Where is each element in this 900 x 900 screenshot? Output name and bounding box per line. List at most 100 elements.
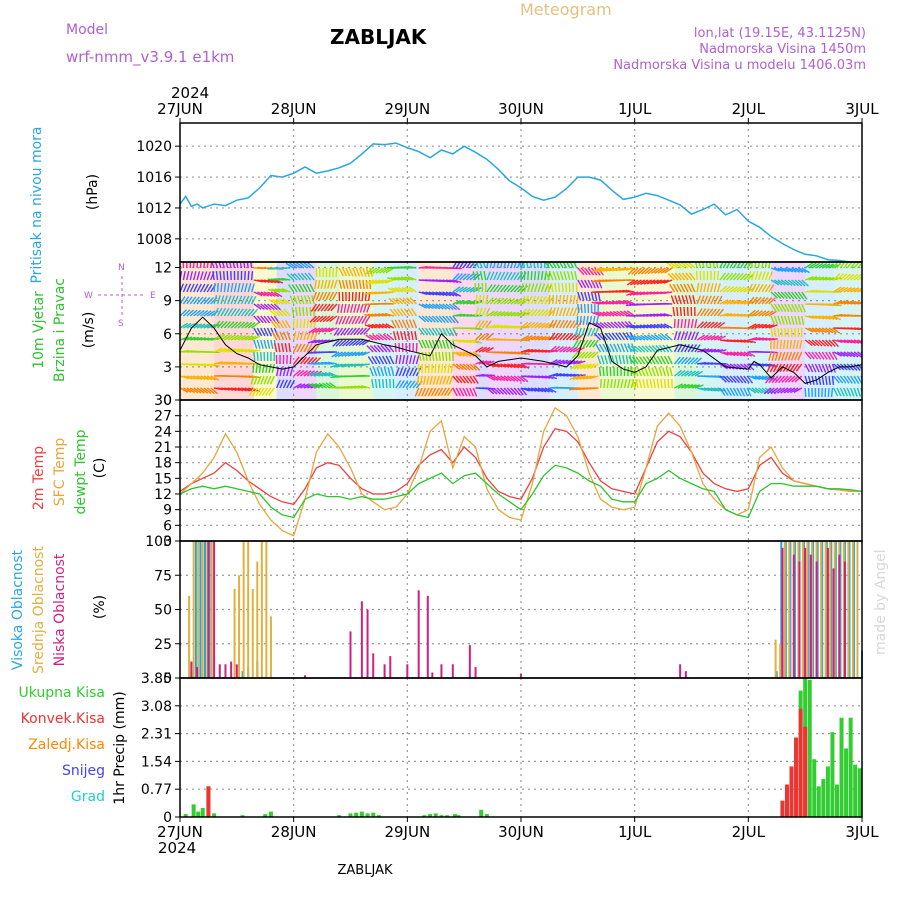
- wind-barb: [437, 363, 440, 374]
- cloud-bar-visoka: [821, 541, 824, 678]
- wind-barb: [448, 303, 457, 311]
- wind-barb: [703, 348, 713, 353]
- wind-barb: [244, 321, 253, 329]
- wind-barb: [380, 344, 388, 353]
- wind-barb: [414, 387, 420, 397]
- wind-barb: [452, 387, 458, 397]
- wind-barb: [438, 339, 443, 349]
- wind-barb: [405, 355, 409, 365]
- wind-barb: [251, 322, 260, 329]
- wind-barb: [513, 387, 521, 396]
- wind-barb: [328, 327, 338, 333]
- wind-barb: [432, 291, 442, 296]
- wind-barb: [503, 262, 507, 269]
- wind-barb: [587, 279, 593, 289]
- wind-barb: [782, 363, 789, 373]
- wind-barb: [761, 283, 768, 293]
- wind-barb: [359, 327, 367, 336]
- wind-barb: [500, 387, 508, 395]
- wind-barb: [686, 306, 689, 317]
- wind-barb: [579, 375, 589, 380]
- x-tick-label-bottom: 3JUL: [845, 823, 879, 841]
- wind-barb: [733, 375, 741, 384]
- wind-barb: [613, 321, 622, 329]
- wind-barb: [774, 351, 779, 361]
- wind-barb: [660, 279, 670, 285]
- precip-bar-ukupna: [371, 812, 376, 817]
- wind-barb: [530, 270, 533, 281]
- wind-barb: [214, 262, 219, 269]
- wind-barb: [706, 321, 715, 329]
- precip-bar-konvek: [780, 800, 785, 817]
- wind-barb: [425, 291, 435, 296]
- wind-barb: [395, 367, 400, 377]
- wind-barb: [372, 334, 381, 341]
- wind-barb: [784, 279, 793, 286]
- wind-barb: [489, 310, 499, 317]
- cloud-bar-niska: [406, 664, 409, 678]
- cloud-bar-srednja: [847, 541, 850, 678]
- wind-barb: [345, 267, 351, 277]
- wind-barb: [784, 303, 790, 313]
- wind-barb: [836, 387, 842, 397]
- cloud-label-srednja: Srednja Oblacnost: [31, 546, 47, 674]
- wind-barb: [609, 343, 615, 353]
- wind-barb: [421, 339, 427, 349]
- wind-barb: [843, 351, 852, 358]
- wind-barb: [653, 378, 656, 389]
- wind-barb: [758, 296, 766, 305]
- wind-barb: [776, 339, 779, 350]
- precip-legend-zaledj: Zaledj.Kisa: [28, 737, 105, 753]
- wind-barb: [186, 271, 190, 281]
- wind-barb: [289, 379, 296, 389]
- wind-barb: [196, 309, 205, 317]
- wind-barb: [478, 262, 483, 269]
- wind-barb: [398, 367, 404, 377]
- wind-barb: [541, 322, 550, 329]
- wind-barb: [308, 383, 317, 389]
- y-tick-label: 50: [154, 603, 172, 619]
- wind-barb: [452, 286, 461, 293]
- wind-barb: [260, 339, 264, 349]
- wind-barb: [768, 351, 772, 361]
- wind-barb: [592, 267, 601, 273]
- wind-barb: [293, 295, 298, 305]
- wind-barb: [619, 300, 629, 305]
- wind-barb: [722, 387, 729, 396]
- wind-barb: [338, 315, 344, 325]
- wind-barb: [358, 279, 362, 290]
- wind-barb: [489, 284, 497, 293]
- precip-bar-konvek: [784, 784, 789, 817]
- wind-barb: [821, 315, 831, 320]
- wind-barb: [275, 379, 281, 389]
- wind-barb: [694, 331, 700, 341]
- wind-barb: [710, 335, 720, 341]
- cloud-bar-visoka: [853, 541, 856, 678]
- wind-barb: [475, 262, 480, 269]
- wind-barb: [282, 379, 288, 389]
- wind-barb: [544, 262, 550, 269]
- wind-barb: [272, 309, 281, 317]
- wind-barb: [846, 375, 853, 384]
- wind-barb: [548, 345, 557, 353]
- wind-barb: [303, 262, 312, 269]
- wind-barb: [230, 321, 239, 329]
- wind-barb: [475, 360, 485, 365]
- wind-barb: [784, 375, 793, 383]
- wind-barb: [580, 291, 585, 301]
- wind-barb: [421, 291, 431, 296]
- wind-barb: [828, 315, 838, 321]
- wind-barb: [421, 303, 431, 310]
- wind-barb: [455, 387, 462, 397]
- wind-barb: [244, 348, 254, 353]
- cloud-bar-niska: [826, 547, 829, 678]
- cloud-bar-niska: [679, 664, 682, 678]
- wind-barb: [843, 273, 852, 281]
- wind-barb: [307, 272, 315, 281]
- wind-barb: [780, 315, 785, 325]
- temp-unit: (C): [92, 458, 108, 479]
- wind-barb: [230, 387, 240, 392]
- cloud-bar-niska: [809, 554, 812, 678]
- wind-barb: [203, 283, 210, 293]
- wind-barb: [719, 387, 726, 396]
